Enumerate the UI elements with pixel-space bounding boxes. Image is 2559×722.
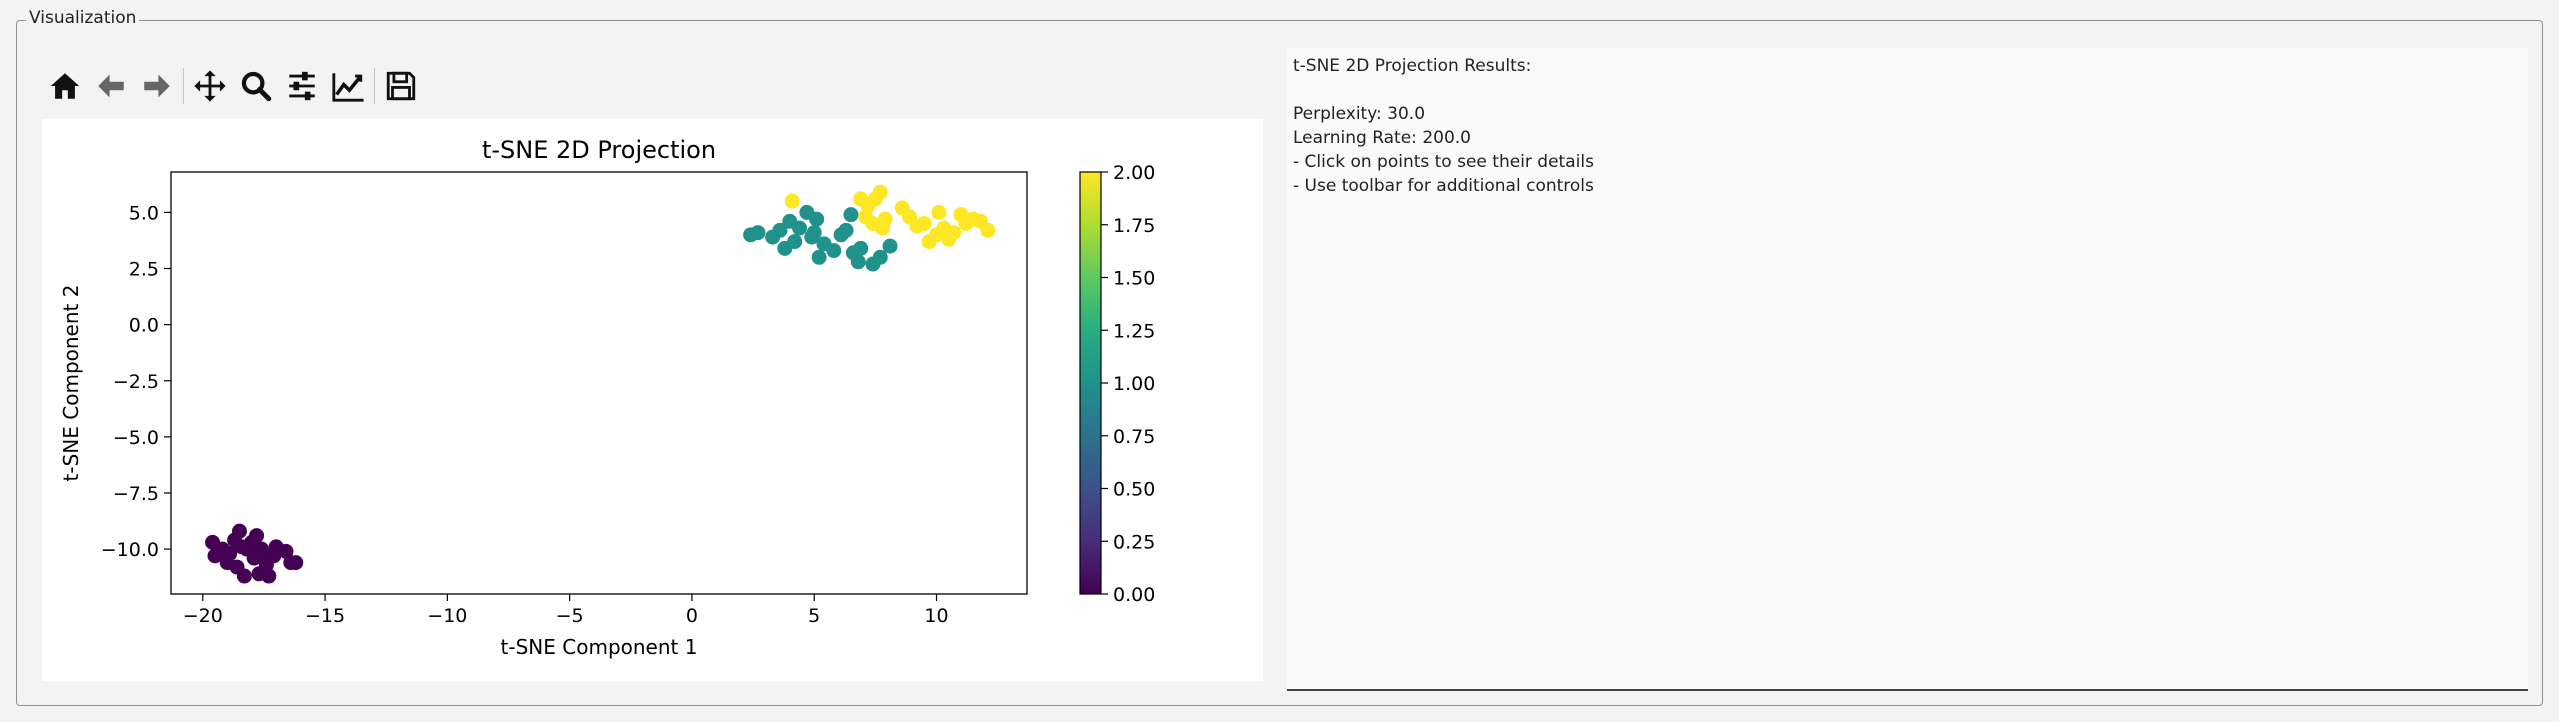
move-icon <box>194 70 226 102</box>
scatter-point[interactable] <box>288 555 304 571</box>
scatter-point[interactable] <box>256 550 272 566</box>
scatter-point[interactable] <box>222 546 238 562</box>
scatter-point[interactable] <box>872 249 888 265</box>
scatter-point[interactable] <box>787 234 803 250</box>
scatter-point[interactable] <box>838 222 854 238</box>
tsne-scatter-chart[interactable]: t-SNE 2D Projection −20 −15 −10 −5 0 5 10 5.0 2… <box>42 119 1263 681</box>
y-tick-label: 2.5 <box>129 259 159 281</box>
x-tick-label: −5 <box>556 605 584 627</box>
results-text-panel[interactable]: t-SNE 2D Projection Results: Perplexity: … <box>1287 48 2528 691</box>
x-tick-label: 0 <box>686 605 698 627</box>
colorbar-tick-label: 1.00 <box>1113 373 1155 395</box>
scatter-point[interactable] <box>875 220 891 236</box>
scatter-point[interactable] <box>811 249 827 265</box>
scatter-point[interactable] <box>772 222 788 238</box>
back-button[interactable] <box>88 63 134 109</box>
scatter-point[interactable] <box>792 220 808 236</box>
save-button[interactable] <box>378 63 424 109</box>
scatter-point[interactable] <box>946 225 962 241</box>
scatter-point[interactable] <box>931 204 947 220</box>
info-line <box>1293 78 2522 102</box>
scatter-point[interactable] <box>231 523 247 539</box>
y-tick-label: −7.5 <box>113 483 159 505</box>
x-tick-label: −10 <box>427 605 467 627</box>
colorbar-tick-label: 0.75 <box>1113 426 1155 448</box>
pan-button[interactable] <box>187 63 233 109</box>
info-line: - Click on points to see their details <box>1293 152 1594 172</box>
x-tick-label: −20 <box>183 605 223 627</box>
scatter-point[interactable] <box>784 193 800 209</box>
scatter-point[interactable] <box>750 225 766 241</box>
toolbar-separator <box>374 68 375 104</box>
y-tick-label: −2.5 <box>113 371 159 393</box>
colorbar-tick-label: 1.50 <box>1113 268 1155 290</box>
x-tick-label: 5 <box>808 605 820 627</box>
info-line: - Use toolbar for additional controls <box>1293 176 1594 196</box>
plot-frame <box>170 171 1028 595</box>
scatter-point[interactable] <box>843 207 859 223</box>
scatter-point[interactable] <box>809 211 825 227</box>
colorbar <box>1079 171 1102 595</box>
visualization-groupbox <box>16 20 2543 706</box>
groupbox-title: Visualization <box>26 8 140 28</box>
zoom-button[interactable] <box>233 63 279 109</box>
matplotlib-canvas[interactable]: t-SNE 2D Projection −20 −15 −10 −5 0 5 10 5.0 2… <box>42 119 1263 681</box>
scatter-point[interactable] <box>278 543 294 559</box>
line-chart-icon <box>332 73 364 102</box>
info-line: Perplexity: 30.0 <box>1293 104 1426 124</box>
scatter-point[interactable] <box>916 216 932 232</box>
scatter-point[interactable] <box>850 254 866 270</box>
home-icon <box>50 73 80 99</box>
navigation-toolbar <box>42 62 424 110</box>
chart-title: t-SNE 2D Projection <box>482 136 716 164</box>
y-tick-label: −10.0 <box>101 539 159 561</box>
info-line: Learning Rate: 200.0 <box>1293 128 1471 148</box>
y-tick-label: −5.0 <box>113 427 159 449</box>
floppy-disk-icon <box>386 71 416 101</box>
forward-button[interactable] <box>134 63 180 109</box>
scatter-point[interactable] <box>872 184 888 200</box>
scatter-point[interactable] <box>249 528 265 544</box>
magnifier-icon <box>241 71 272 102</box>
info-line: t-SNE 2D Projection Results: <box>1293 56 1532 76</box>
colorbar-tick-label: 1.75 <box>1113 215 1155 237</box>
scatter-point[interactable] <box>236 568 252 584</box>
colorbar-tick-label: 1.25 <box>1113 320 1155 342</box>
scatter-point[interactable] <box>261 568 277 584</box>
x-axis-label: t-SNE Component 1 <box>501 635 698 659</box>
toolbar-separator <box>183 68 184 104</box>
configure-subplots-button[interactable] <box>279 63 325 109</box>
scatter-point[interactable] <box>207 548 223 564</box>
scatter-point[interactable] <box>806 225 822 241</box>
y-axis-label: t-SNE Component 2 <box>59 285 83 482</box>
colorbar-tick-label: 0.25 <box>1113 531 1155 553</box>
x-tick-label: −15 <box>305 605 345 627</box>
x-tick-label: 10 <box>924 605 948 627</box>
y-tick-label: 0.0 <box>129 315 159 337</box>
sliders-icon <box>289 71 315 101</box>
arrow-left-icon <box>98 74 124 98</box>
scatter-point[interactable] <box>826 243 842 259</box>
y-tick-label: 5.0 <box>129 202 159 224</box>
scatter-point[interactable] <box>882 238 898 254</box>
colorbar-tick-label: 0.50 <box>1113 479 1155 501</box>
home-button[interactable] <box>42 63 88 109</box>
edit-axis-button[interactable] <box>325 63 371 109</box>
arrow-right-icon <box>144 74 170 98</box>
colorbar-tick-label: 2.00 <box>1113 162 1155 184</box>
scatter-point[interactable] <box>234 539 250 555</box>
colorbar-tick-label: 0.00 <box>1113 584 1155 606</box>
scatter-point[interactable] <box>980 222 996 238</box>
scatter-point[interactable] <box>853 240 869 256</box>
